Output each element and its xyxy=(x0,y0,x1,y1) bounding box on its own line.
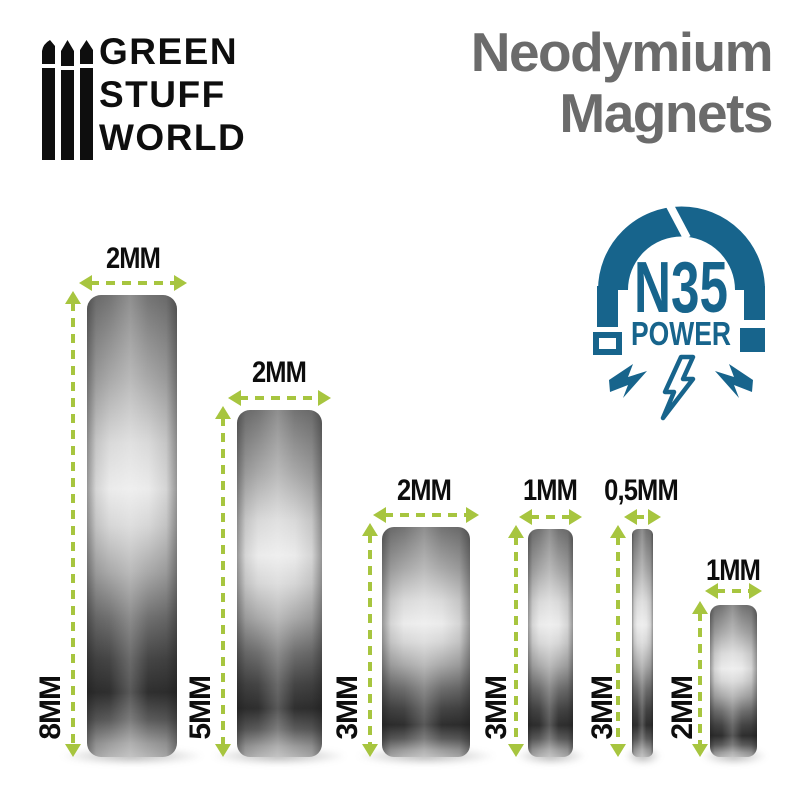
product-title: Neodymium Magnets xyxy=(470,21,774,144)
brush-shape xyxy=(42,40,55,160)
magnet-grade-text: N35 xyxy=(634,248,728,328)
width-label: 2MM xyxy=(251,356,307,389)
width-arrow-icon xyxy=(519,509,582,525)
magnet xyxy=(237,410,322,757)
height-arrow-icon xyxy=(610,525,626,757)
height-arrow-icon xyxy=(215,406,231,757)
width-arrow-icon xyxy=(228,390,331,406)
title-line: Magnets xyxy=(559,82,773,144)
width-label: 0,5MM xyxy=(604,474,679,507)
height-label: 3MM xyxy=(331,676,364,740)
width-arrow-icon xyxy=(79,275,187,291)
width-arrow-icon xyxy=(705,583,762,599)
brushes-icon xyxy=(42,40,93,160)
width-label: 2MM xyxy=(105,242,161,275)
height-arrow-icon xyxy=(362,523,378,757)
magnet xyxy=(710,605,757,757)
height-label: 8MM xyxy=(34,676,67,740)
height-arrow-icon xyxy=(65,291,81,757)
height-label: 3MM xyxy=(586,676,619,740)
brand-line: STUFF xyxy=(99,74,226,115)
lightning-bolt-icon xyxy=(660,354,696,421)
height-label: 5MM xyxy=(184,676,217,740)
width-label: 1MM xyxy=(522,474,578,507)
height-arrow-icon xyxy=(692,601,708,757)
magnet xyxy=(632,529,653,757)
magnet xyxy=(87,295,177,757)
pole-outline-square xyxy=(593,332,622,355)
width-label: 1MM xyxy=(705,554,761,587)
pencil-shape xyxy=(61,40,74,160)
brand-line: GREEN xyxy=(99,31,239,72)
width-arrow-icon xyxy=(373,507,479,523)
height-label: 3MM xyxy=(480,676,513,740)
lightning-bolt-icon xyxy=(715,364,753,398)
title-line: Neodymium xyxy=(470,21,774,83)
pencil-shape xyxy=(80,40,93,160)
height-arrow-icon xyxy=(508,525,524,757)
width-label: 2MM xyxy=(396,474,452,507)
lightning-bolt-icon xyxy=(609,364,647,398)
width-arrow-icon xyxy=(624,509,661,525)
horseshoe-magnet-icon xyxy=(593,206,765,355)
power-text: POWER xyxy=(631,315,731,352)
n35-power-badge: N35 POWER xyxy=(593,206,765,421)
magnet xyxy=(382,527,470,757)
height-label: 2MM xyxy=(666,676,699,740)
brand-line: WORLD xyxy=(99,117,247,158)
magnet xyxy=(528,529,573,757)
pole-solid-square xyxy=(740,328,765,352)
brand-name: GREEN STUFF WORLD xyxy=(99,30,246,159)
